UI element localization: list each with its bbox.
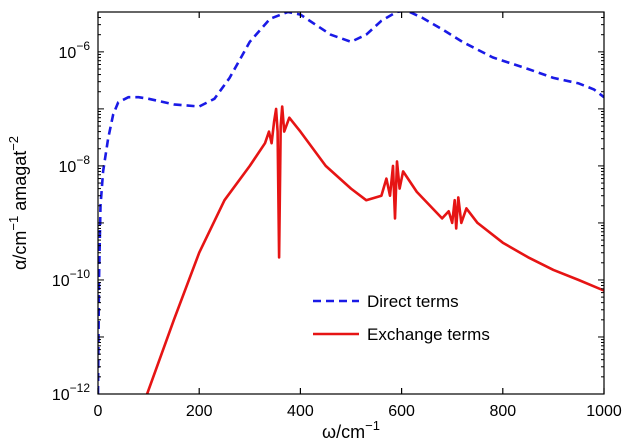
y-tick-label-exponent: −8 <box>76 153 90 167</box>
y-axis-label: α/cm−1 amagat−2 <box>6 136 30 270</box>
y-tick-label-base: 10 <box>59 159 77 176</box>
legend-label: Exchange terms <box>367 325 490 344</box>
plot-frame <box>97 11 605 395</box>
x-tick-label: 0 <box>94 403 103 420</box>
x-tick-label: 600 <box>388 403 415 420</box>
y-tick-label-base: 10 <box>52 387 70 404</box>
data-layer <box>98 12 604 394</box>
x-tick-label: 400 <box>287 403 314 420</box>
x-tick-label: 200 <box>186 403 213 420</box>
direct-terms-line <box>98 12 604 394</box>
ticks-layer <box>97 11 605 395</box>
x-axis-label-sup: −1 <box>365 418 380 433</box>
y-tick-label-base: 10 <box>59 45 77 62</box>
y-axis-label-sup: −2 <box>6 136 21 151</box>
legend: Direct terms Exchange terms <box>313 292 490 344</box>
y-tick-label-exponent: −12 <box>70 381 91 395</box>
x-tick-label: 1000 <box>586 403 622 420</box>
y-tick-label-base: 10 <box>52 273 70 290</box>
y-tick-label: 10−6 <box>59 39 91 62</box>
y-axis-label-text: α/cm <box>10 231 30 270</box>
y-axis-label-sup: −1 <box>6 216 21 231</box>
labels-layer: 0 200 400 600 800 100010−1210−1010−810−6ω/cm−… <box>6 39 622 442</box>
x-axis-label: ω/cm−1 <box>322 418 380 442</box>
y-tick-label-exponent: −6 <box>76 39 90 53</box>
x-tick-label: 800 <box>489 403 516 420</box>
y-tick-label: 10−10 <box>52 267 90 290</box>
y-tick-label-exponent: −10 <box>70 267 91 281</box>
y-tick-label: 10−8 <box>59 153 91 176</box>
legend-label: Direct terms <box>367 292 459 311</box>
x-axis-label-text: ω/cm <box>322 422 365 442</box>
y-axis-label-text: amagat <box>10 151 30 216</box>
exchange-terms-line <box>145 105 604 394</box>
y-tick-label: 10−12 <box>52 381 90 404</box>
